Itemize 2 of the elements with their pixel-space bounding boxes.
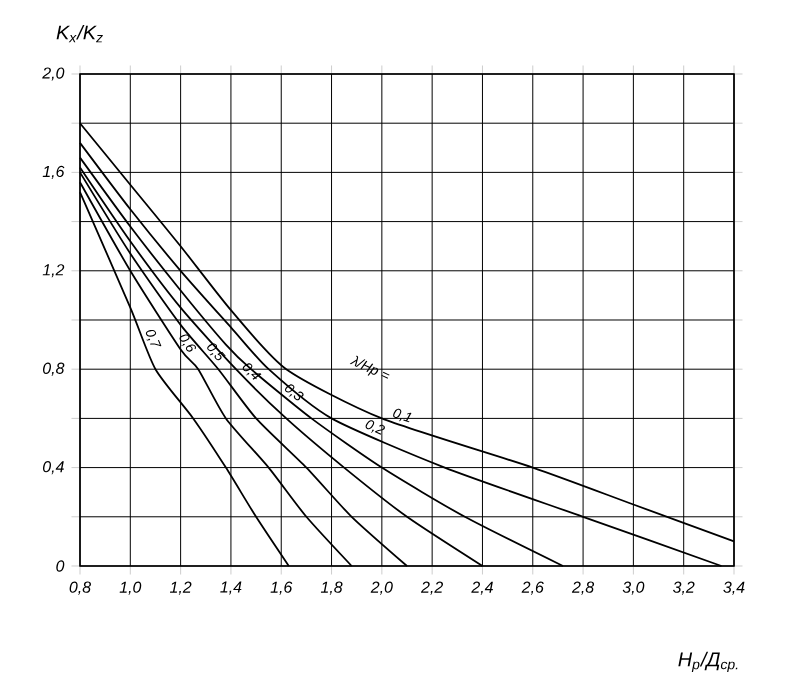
y-axis-title: K$_{x}$/K$_{z}$ bbox=[56, 24, 103, 43]
x-axis-title: Н$_{р}$/Д$_{ср.}$ bbox=[678, 651, 738, 672]
